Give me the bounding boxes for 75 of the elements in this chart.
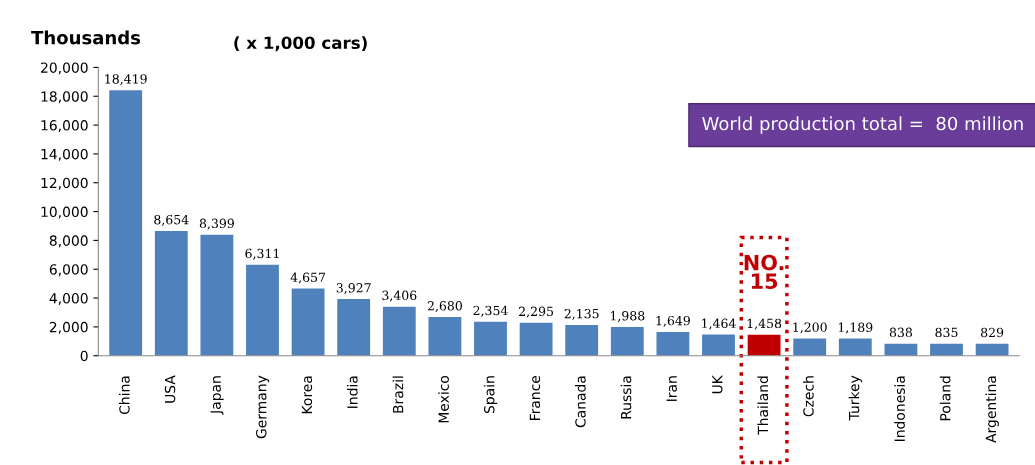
bar bbox=[838, 338, 872, 356]
y-tick-label: 14,000 bbox=[41, 148, 88, 161]
data-label: 835 bbox=[935, 327, 958, 338]
annotation: NO. 15 bbox=[744, 254, 784, 289]
bar bbox=[930, 343, 963, 356]
x-tick-label: Spain bbox=[483, 376, 498, 414]
x-tick-label: Argentina bbox=[985, 376, 999, 443]
bar bbox=[200, 234, 234, 356]
annotation: World production total = 80 million bbox=[702, 116, 1023, 134]
data-label: 829 bbox=[981, 327, 1004, 338]
x-tick-label: Turkey bbox=[848, 375, 863, 421]
bar bbox=[702, 334, 735, 356]
x-tick-label: UK bbox=[712, 374, 723, 394]
x-tick-label: Canada bbox=[574, 376, 586, 428]
x-tick-label: Brazil bbox=[392, 376, 404, 413]
y-tick-label: 20,000 bbox=[41, 62, 88, 75]
x-tick-label: China bbox=[118, 376, 130, 415]
data-label: 1,458 bbox=[747, 318, 782, 330]
bar bbox=[519, 322, 553, 356]
bar bbox=[610, 327, 644, 356]
data-label: 8,654 bbox=[154, 214, 189, 226]
data-label: 1,189 bbox=[838, 322, 873, 334]
data-label: 2,295 bbox=[519, 306, 554, 318]
x-tick-label: Indonesia bbox=[894, 376, 905, 441]
bar bbox=[337, 299, 371, 356]
data-label: 3,927 bbox=[336, 283, 371, 295]
data-label: 3,406 bbox=[382, 290, 417, 302]
y-tick-label: 6,000 bbox=[49, 264, 88, 277]
bar bbox=[154, 230, 188, 356]
x-tick-label: Korea bbox=[301, 376, 313, 414]
bar bbox=[109, 90, 143, 356]
data-label: 1,988 bbox=[610, 311, 645, 322]
x-tick-label: USA bbox=[164, 375, 176, 403]
data-label: 1,649 bbox=[656, 315, 690, 327]
y-tick-label: 2,000 bbox=[49, 321, 88, 334]
y-axis-title: Thousands bbox=[31, 30, 141, 45]
bar bbox=[884, 343, 918, 356]
x-tick-label: France bbox=[529, 375, 541, 420]
data-label: 1,464 bbox=[702, 318, 736, 330]
bar bbox=[246, 264, 279, 356]
data-label: 2,680 bbox=[427, 301, 462, 313]
data-label: 6,311 bbox=[245, 248, 279, 260]
y-tick-label: 10,000 bbox=[41, 206, 88, 219]
data-label: 2,135 bbox=[564, 308, 599, 320]
data-label: 18,419 bbox=[105, 74, 147, 86]
x-tick-label: Poland bbox=[939, 376, 951, 421]
y-tick-label: 12,000 bbox=[41, 177, 88, 190]
y-tick-label: 0 bbox=[80, 350, 88, 362]
x-tick-label: Czech bbox=[802, 376, 814, 417]
bar bbox=[747, 334, 781, 356]
bar bbox=[428, 317, 462, 356]
x-tick-label: Russia bbox=[620, 376, 632, 419]
bar bbox=[474, 321, 507, 356]
y-tick-label: 4,000 bbox=[49, 293, 88, 305]
x-tick-label: India bbox=[346, 376, 358, 408]
data-label: 2,354 bbox=[473, 305, 508, 317]
bar bbox=[565, 324, 599, 356]
text: ( x 1,000 cars) bbox=[234, 36, 367, 52]
data-label: 838 bbox=[889, 327, 912, 338]
y-tick-label: 8,000 bbox=[49, 235, 88, 248]
bar bbox=[382, 306, 416, 356]
bar bbox=[975, 343, 1009, 356]
bar bbox=[291, 288, 325, 356]
y-tick-label: 18,000 bbox=[41, 91, 88, 104]
x-tick-label: Japan bbox=[210, 376, 224, 415]
y-tick-label: 16,000 bbox=[41, 120, 88, 132]
bar bbox=[793, 338, 827, 356]
x-tick-label: Iran bbox=[666, 376, 677, 401]
data-label: 1,200 bbox=[793, 322, 827, 334]
bar bbox=[656, 331, 690, 356]
data-label: 8,399 bbox=[199, 218, 234, 230]
x-tick-label: Germany bbox=[256, 375, 270, 439]
data-label: 4,657 bbox=[290, 272, 326, 284]
x-tick-label: Thailand bbox=[757, 376, 769, 435]
x-tick-label: Mexico bbox=[438, 375, 449, 423]
